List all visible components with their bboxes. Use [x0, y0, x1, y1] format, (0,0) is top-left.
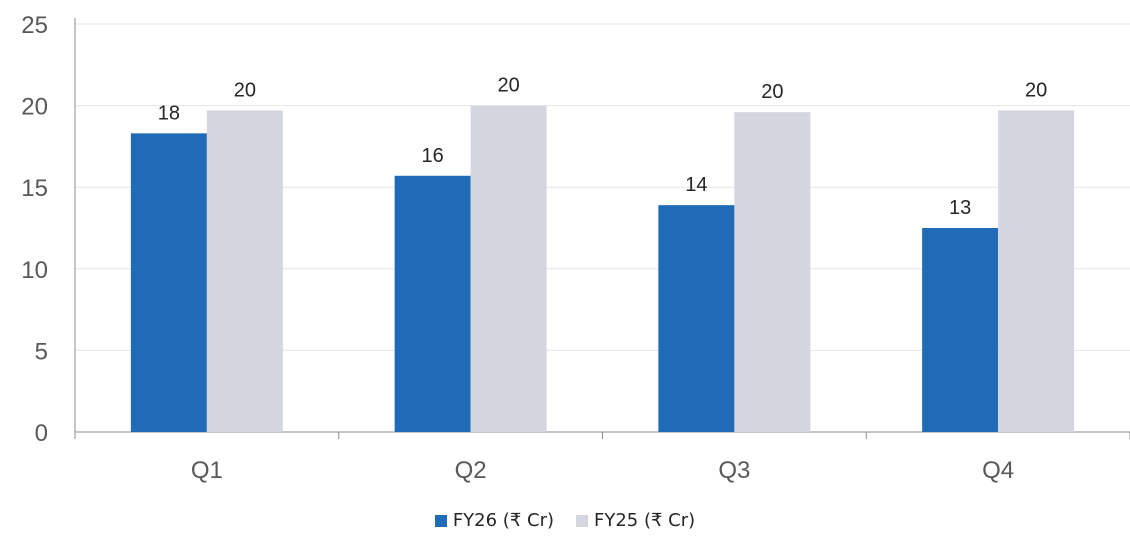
- x-tick-label-q3: Q3: [718, 457, 750, 484]
- bars: [130, 105, 1075, 433]
- data-label-q1-s0: 18: [158, 102, 180, 124]
- legend: FY26 (₹ Cr) FY25 (₹ Cr): [0, 510, 1130, 531]
- data-labels: 18 20 16 20 14 20 13 20: [158, 75, 1048, 219]
- legend-item-fy25: FY25 (₹ Cr): [576, 510, 695, 531]
- bar-q1-s1: [206, 110, 283, 432]
- bar-q1-s0: [130, 133, 207, 432]
- legend-label-fy25: FY25 (₹ Cr): [594, 510, 696, 531]
- bar-q2-s0: [394, 175, 471, 432]
- legend-swatch-fy25: [576, 514, 588, 527]
- x-tick-label-q1: Q1: [191, 457, 223, 484]
- data-label-q4-s0: 13: [949, 197, 971, 219]
- bar-chart: 0 5 10 15 20 25 Q1 Q2 Q3 Q4 18 20 16 20 14 20 13 20: [21, 12, 1130, 484]
- y-tick-label: 20: [21, 94, 48, 121]
- y-axis: 0 5 10 15 20 25: [21, 12, 76, 447]
- y-tick-label: 15: [21, 175, 48, 202]
- y-tick-label: 0: [35, 420, 48, 447]
- data-label-q2-s0: 16: [422, 145, 444, 167]
- x-tick-label-q2: Q2: [455, 457, 487, 484]
- data-label-q3-s0: 14: [685, 174, 707, 196]
- bar-q3-s0: [658, 205, 735, 432]
- x-tick-label-q4: Q4: [982, 457, 1014, 484]
- legend-item-fy26: FY26 (₹ Cr): [434, 510, 554, 531]
- bar-q4-s1: [998, 110, 1075, 432]
- x-axis: Q1 Q2 Q3 Q4: [74, 431, 1130, 484]
- data-label-q3-s1: 20: [761, 81, 783, 103]
- y-tick-label: 5: [35, 338, 48, 365]
- data-label-q2-s1: 20: [498, 75, 520, 97]
- y-tick-label: 10: [21, 257, 48, 284]
- bar-q2-s1: [470, 105, 547, 432]
- bar-q3-s1: [734, 112, 811, 433]
- data-label-q4-s1: 20: [1025, 79, 1047, 101]
- bar-q4-s0: [922, 228, 999, 432]
- legend-swatch-fy26: [434, 514, 447, 527]
- data-label-q1-s1: 20: [234, 79, 256, 101]
- y-tick-label: 25: [21, 12, 48, 39]
- legend-label-fy26: FY26 (₹ Cr): [452, 510, 554, 531]
